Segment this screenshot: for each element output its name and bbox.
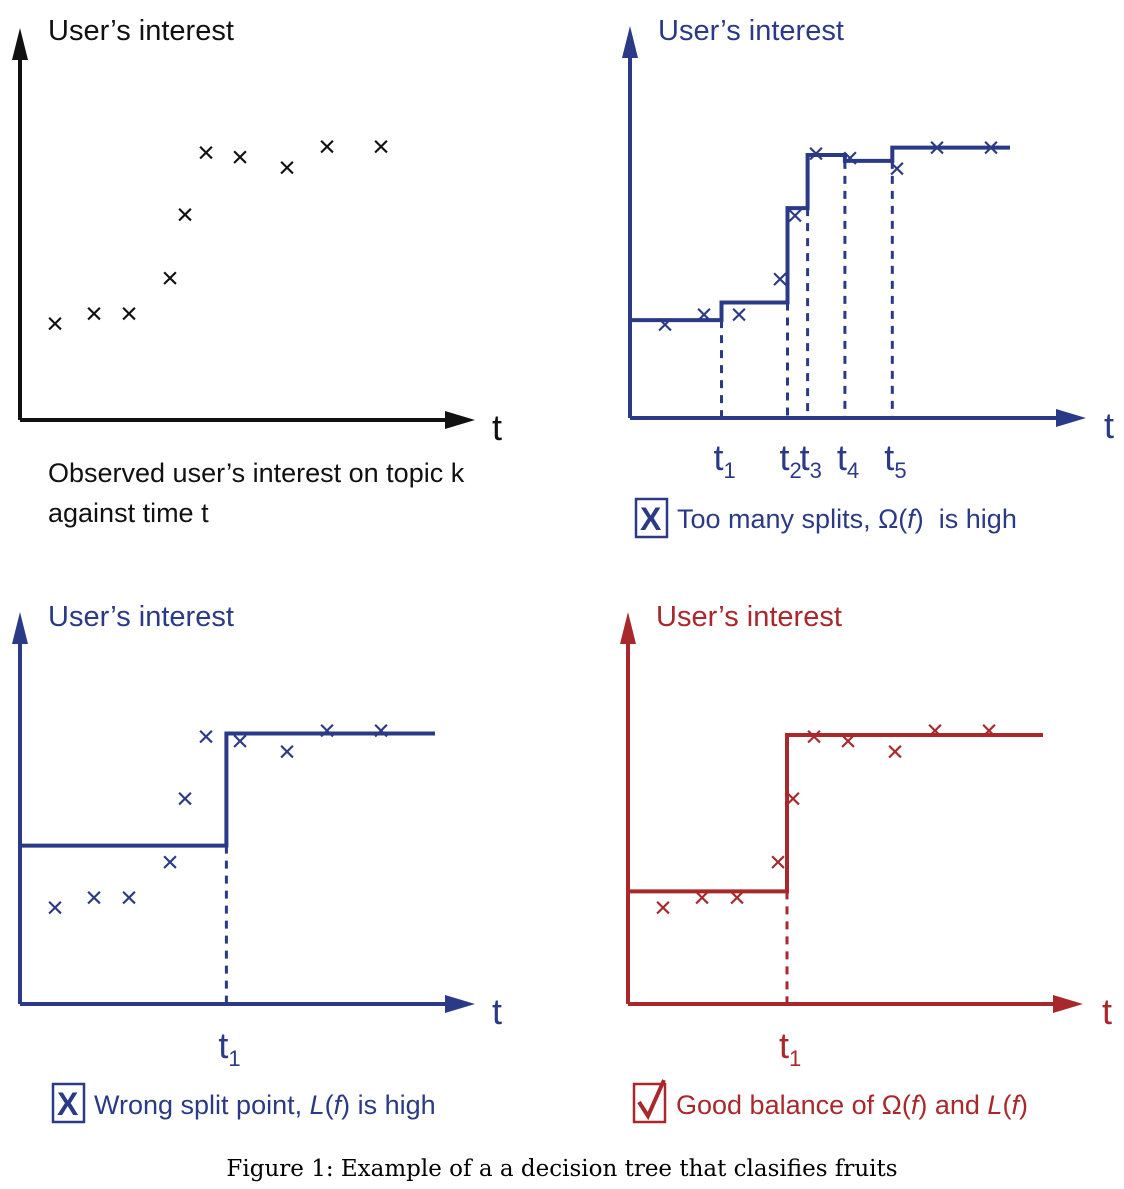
caption-text: Good balance of Ω(f) and L(f) [676, 1090, 1028, 1120]
data-point-10: × [372, 715, 390, 748]
data-point-4: × [161, 262, 179, 295]
data-point-10: × [372, 131, 390, 164]
data-point-9: × [318, 131, 336, 164]
y-axis-arrow-icon [622, 26, 638, 58]
x-axis-arrow-icon [1053, 995, 1083, 1013]
panel-wrong-split: User’s interest t × × ×××× × ×× × t1 X Wrong … [12, 601, 502, 1124]
data-point-1: × [46, 892, 64, 925]
data-point-10: × [980, 715, 998, 748]
caption-text: Too many splits, Ω(f) is high [677, 504, 1017, 534]
y-axis-arrow-icon [12, 28, 28, 60]
data-point-5: × [176, 198, 194, 231]
caption-text: Wrong split point, L(f) is high [94, 1090, 436, 1120]
data-point-4: × [769, 846, 787, 879]
data-point-8: × [278, 735, 296, 768]
data-points: × × ×××× × ×× × [654, 715, 998, 925]
data-point-5: × [176, 782, 194, 815]
split-tick-labels: t1 [779, 1025, 801, 1071]
y-axis-title: User’s interest [658, 15, 844, 47]
data-point-10: × [982, 132, 1000, 165]
data-point-3: × [120, 297, 138, 330]
panel-caption: X Too many splits, Ω(f) is high [634, 497, 1017, 539]
data-point-1: × [656, 309, 674, 342]
data-point-7: × [231, 725, 249, 758]
data-point-8: × [886, 735, 904, 768]
panel-good-balance: User’s interest t × × ×××× × ×× × t1 Good bal… [620, 601, 1112, 1124]
data-point-6: × [197, 721, 215, 754]
svg-text:X: X [57, 1086, 79, 1122]
data-point-1: × [654, 892, 672, 925]
x-axis-label: t [1102, 991, 1112, 1032]
step-function-line [630, 145, 1010, 323]
split-tick-label-1: t1 [218, 1025, 240, 1071]
check-box-icon [632, 1079, 667, 1124]
split-tick-label-1: t1 [714, 437, 736, 483]
split-tick-label-2: t2 [780, 437, 802, 483]
data-point-7: × [231, 141, 249, 174]
panel-caption: X Wrong split point, L(f) is high [51, 1082, 436, 1124]
split-tick-label-3: t3 [800, 437, 822, 483]
x-axis-arrow-icon [445, 411, 475, 429]
data-point-6: × [807, 138, 825, 171]
data-point-8: × [888, 152, 906, 185]
data-points: × × ×××× × ×× × [656, 132, 1000, 342]
data-point-2: × [695, 298, 713, 331]
step-function-line [628, 733, 1043, 894]
data-point-2: × [693, 881, 711, 914]
figure-caption: Figure 1: Example of a a decision tree t… [226, 1156, 898, 1182]
data-point-2: × [85, 297, 103, 330]
panel-caption: Good balance of Ω(f) and L(f) [632, 1079, 1028, 1124]
data-point-4: × [161, 846, 179, 879]
split-tick-label-4: t4 [837, 437, 859, 483]
cross-box-icon: X [634, 497, 669, 539]
x-axis-label: t [492, 407, 502, 448]
y-axis-title: User’s interest [48, 15, 234, 47]
data-point-2: × [85, 881, 103, 914]
data-point-5: × [786, 199, 804, 232]
step-function-line [20, 731, 435, 848]
data-point-7: × [841, 142, 859, 175]
data-point-9: × [928, 132, 946, 165]
y-axis-title: User’s interest [48, 601, 234, 633]
data-point-6: × [197, 137, 215, 170]
data-point-4: × [771, 263, 789, 296]
panel-caption-line-2: against time t [48, 498, 209, 528]
svg-text:X: X [640, 501, 662, 537]
split-tick-label-5: t5 [884, 437, 906, 483]
split-tick-label-1: t1 [779, 1025, 801, 1071]
panel-observed: User’s interest t × × ×××× × ×× × Observed us… [12, 15, 502, 528]
data-point-7: × [839, 725, 857, 758]
x-axis-arrow-icon [1056, 409, 1086, 427]
split-tick-labels: t1 [218, 1025, 240, 1071]
data-point-3: × [120, 881, 138, 914]
data-point-6: × [805, 721, 823, 754]
data-point-3: × [728, 881, 746, 914]
data-point-5: × [784, 782, 802, 815]
data-point-9: × [926, 715, 944, 748]
data-points: × × ×××× × ×× × [46, 715, 390, 925]
y-axis-title: User’s interest [656, 601, 842, 633]
data-point-8: × [278, 151, 296, 184]
x-axis-arrow-icon [445, 995, 475, 1013]
panel-caption-line-1: Observed user’s interest on topic k [48, 458, 465, 488]
x-axis-label: t [1104, 405, 1114, 446]
split-lines [720, 160, 894, 418]
data-point-3: × [730, 298, 748, 331]
data-points: × × ×××× × ×× × [46, 131, 390, 341]
data-point-1: × [46, 308, 64, 341]
cross-box-icon: X [51, 1082, 86, 1124]
y-axis-arrow-icon [12, 612, 28, 644]
x-axis-label: t [492, 991, 502, 1032]
data-point-9: × [318, 715, 336, 748]
y-axis-arrow-icon [620, 612, 636, 644]
